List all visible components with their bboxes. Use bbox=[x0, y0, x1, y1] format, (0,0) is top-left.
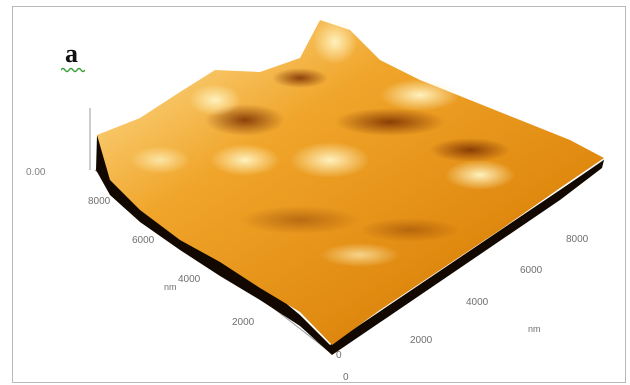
left-axis-tick: 2000 bbox=[232, 317, 255, 328]
spellcheck-underline bbox=[61, 67, 85, 73]
surface-highlight bbox=[445, 160, 515, 190]
surface-highlight bbox=[320, 243, 400, 267]
left-axis-tick: 0 bbox=[336, 350, 342, 361]
surface-shadow bbox=[240, 206, 360, 234]
right-axis-tick: 2000 bbox=[410, 335, 433, 346]
panel-label: a bbox=[65, 39, 78, 68]
left-axis-label: nm bbox=[164, 282, 177, 292]
right-axis-tick: 6000 bbox=[520, 265, 543, 276]
surface-highlight bbox=[130, 146, 190, 174]
surface-highlight bbox=[290, 142, 370, 178]
right-axis-tick: 0 bbox=[343, 372, 349, 383]
surface-top bbox=[97, 20, 604, 345]
surface-shadow bbox=[335, 108, 445, 136]
left-axis-tick: 8000 bbox=[88, 196, 111, 207]
surface-shadow bbox=[272, 68, 328, 88]
surface-highlight bbox=[380, 79, 460, 111]
surface-shadow bbox=[360, 218, 460, 242]
left-axis-tick: 4000 bbox=[178, 274, 201, 285]
right-axis-label: nm bbox=[528, 324, 541, 334]
right-axis-tick: 4000 bbox=[466, 297, 489, 308]
left-axis-tick: 6000 bbox=[132, 235, 155, 246]
right-axis-tick: 8000 bbox=[566, 234, 589, 245]
surface-highlight bbox=[189, 84, 241, 116]
surface-highlight bbox=[313, 20, 357, 64]
surface-shadow bbox=[430, 138, 510, 162]
surface-highlight bbox=[210, 144, 280, 176]
z-axis-tick: 0.00 bbox=[26, 167, 46, 178]
